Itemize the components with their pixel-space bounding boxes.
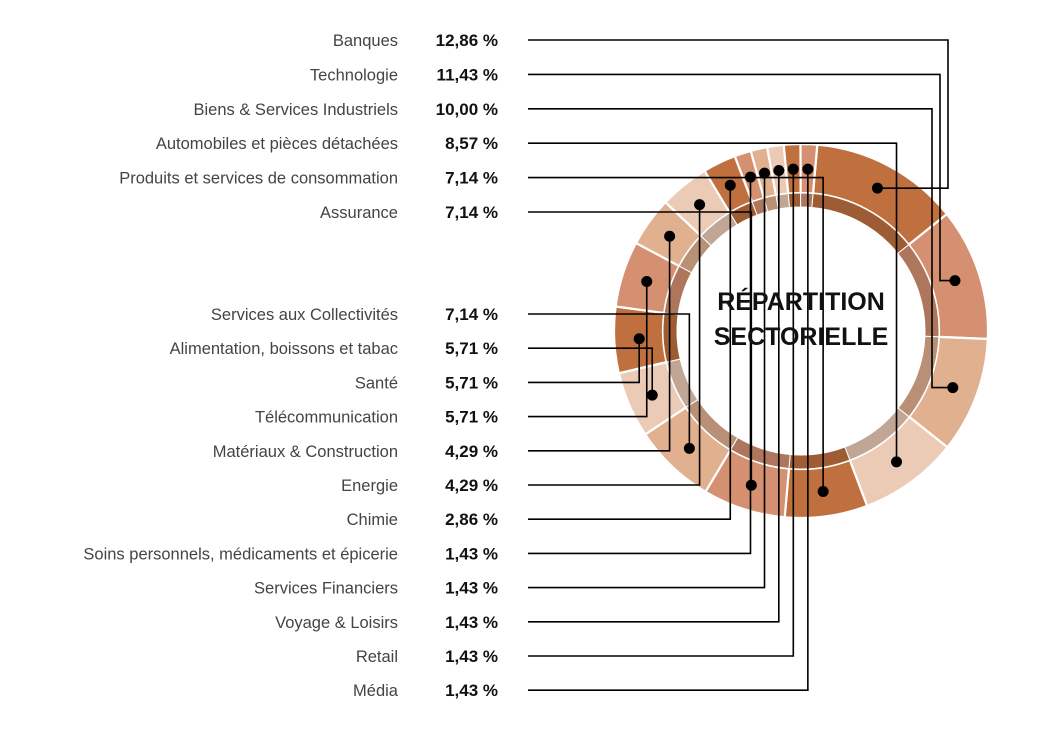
leader-line (528, 108, 953, 389)
sector-label: Automobiles et pièces détachées (156, 135, 398, 153)
leader-line (528, 73, 955, 282)
leader-line (528, 177, 752, 555)
leader-line (528, 338, 640, 384)
leader-dot (694, 199, 706, 211)
sector-value: 4,29 % (445, 442, 498, 461)
leader-dot (787, 163, 799, 175)
leader-dot (633, 333, 645, 345)
sector-label: Produits et services de consommation (119, 170, 398, 188)
sector-value: 4,29 % (445, 476, 498, 495)
chart-title-line-2: SECTORIELLE (714, 323, 889, 351)
sector-value: 7,14 % (445, 169, 498, 188)
leader-lines (528, 39, 961, 691)
sector-label: Matériaux & Construction (213, 443, 398, 461)
leader-line (528, 142, 898, 462)
donut-inner-segment (787, 192, 802, 209)
chart-title-line-1: RÉPARTITION (717, 287, 885, 316)
sector-label: Soins personnels, médicaments et épiceri… (83, 545, 398, 563)
sector-label: Santé (355, 374, 398, 392)
sector-label: Chimie (347, 511, 398, 529)
leader-dot (745, 479, 757, 491)
leader-dot (646, 389, 658, 401)
sector-value: 1,43 % (445, 613, 498, 632)
sector-value: 10,00 % (436, 100, 498, 119)
leader-line (528, 347, 654, 396)
sector-value: 5,71 % (445, 373, 498, 392)
sector-value: 8,57 % (445, 134, 498, 153)
leader-dot (817, 485, 829, 497)
leader-line (528, 170, 780, 623)
sector-value: 1,43 % (445, 681, 498, 700)
leader-line (528, 281, 648, 418)
leader-line (528, 169, 795, 657)
leader-dot (744, 171, 756, 183)
legend-labels: Banques 12,86 % Technologie 11,43 % Biens & … (83, 31, 498, 700)
sector-value: 1,43 % (445, 579, 498, 598)
leader-line (528, 236, 671, 452)
leader-dot (949, 275, 961, 287)
sector-label: Média (353, 682, 399, 700)
leader-line (528, 211, 753, 486)
leader-dot (891, 456, 903, 468)
sector-label: Services aux Collectivités (211, 306, 398, 324)
sector-value: 5,71 % (445, 408, 498, 427)
sector-label: Services Financiers (254, 580, 398, 598)
leader-line (528, 185, 732, 520)
sector-value: 5,71 % (445, 339, 498, 358)
leader-line (528, 204, 701, 486)
sector-label: Retail (356, 648, 398, 666)
sector-label: Assurance (320, 204, 398, 222)
leader-line (528, 173, 766, 589)
leader-line (528, 39, 949, 189)
sector-label: Technologie (310, 66, 398, 84)
sector-label: Télécommunication (255, 409, 398, 427)
sector-value: 7,14 % (445, 203, 498, 222)
sector-label: Banques (333, 32, 398, 50)
sector-value: 11,43 % (437, 65, 498, 84)
sector-label: Alimentation, boissons et tabac (170, 340, 398, 358)
leader-dot (724, 179, 736, 191)
leader-dot (759, 167, 771, 179)
leader-dot (802, 163, 814, 175)
sector-value: 7,14 % (445, 305, 498, 324)
leader-dot (641, 275, 653, 287)
leader-line (528, 176, 824, 492)
donut-inner-segment (800, 192, 814, 209)
leader-line (528, 313, 691, 449)
sector-label: Energie (341, 477, 398, 495)
sector-value: 1,43 % (445, 647, 498, 666)
sector-label: Voyage & Loisirs (275, 614, 398, 632)
leader-dot (683, 442, 695, 454)
sector-value: 1,43 % (445, 544, 498, 563)
leader-dot (773, 165, 785, 177)
sector-value: 12,86 % (436, 31, 498, 50)
leader-line (528, 169, 809, 691)
leader-dot (871, 182, 883, 194)
sector-label: Biens & Services Industriels (193, 101, 398, 119)
sector-value: 2,86 % (445, 510, 498, 529)
leader-dot (947, 382, 959, 394)
donut-inner-segment (662, 312, 681, 363)
leader-dot (664, 230, 676, 242)
